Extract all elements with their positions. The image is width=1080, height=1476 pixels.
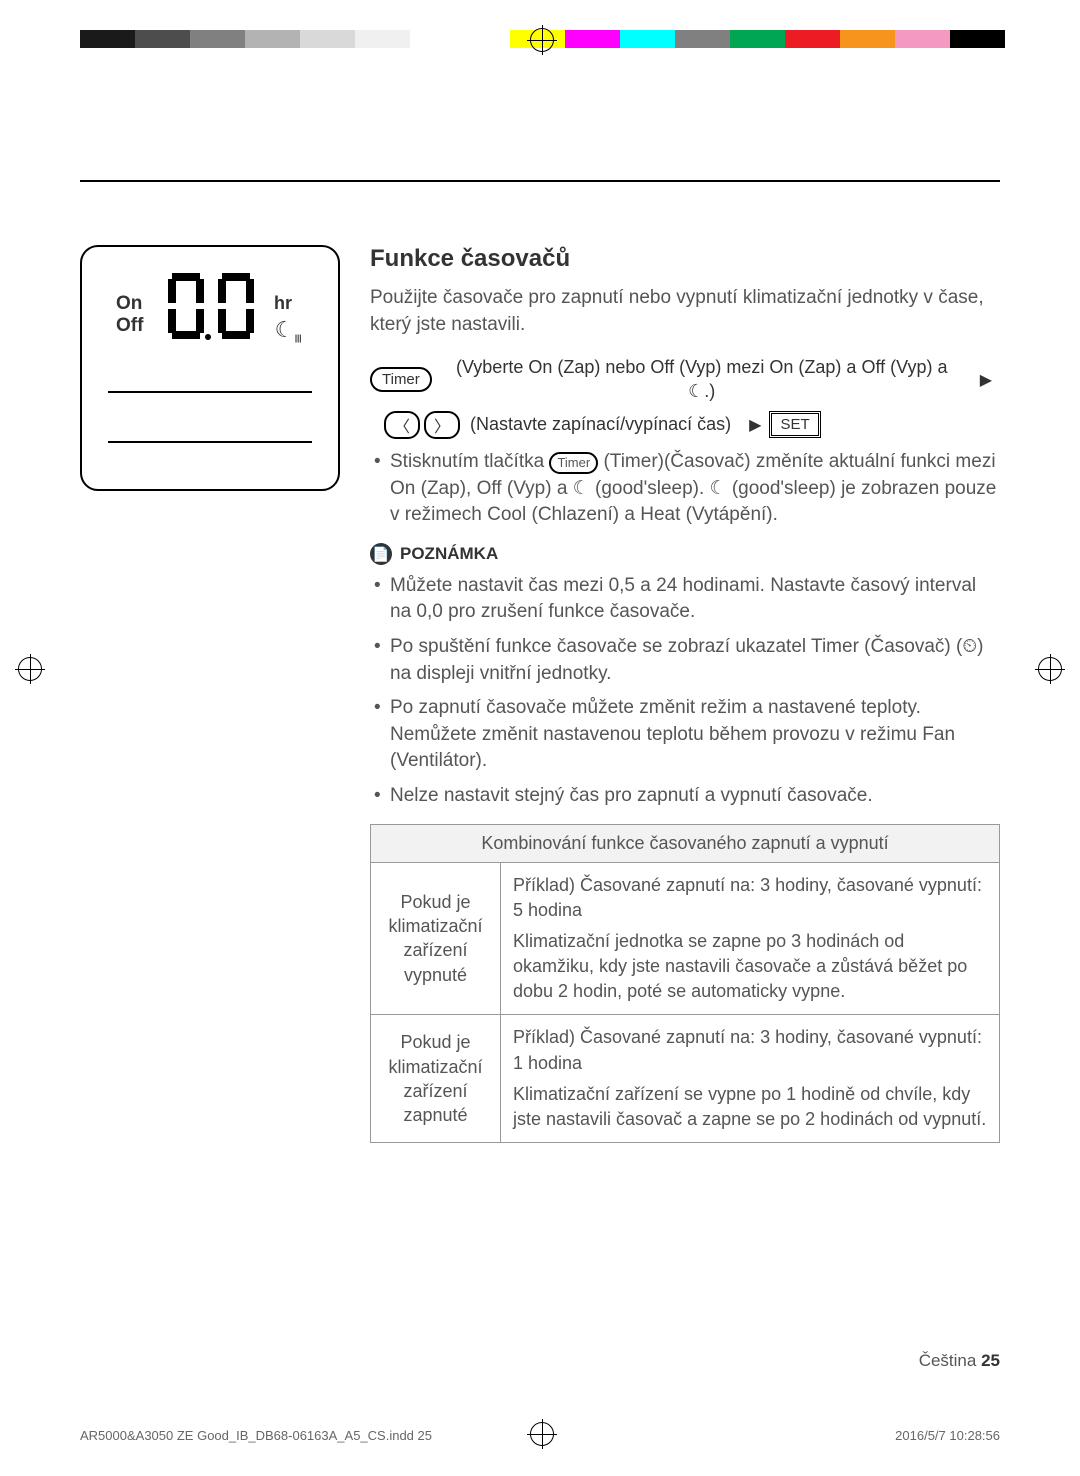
timer-button-icon: Timer [370, 367, 432, 392]
note-label: POZNÁMKA [400, 544, 498, 564]
step2-text: (Nastavte zapínací/vypínací čas) [470, 413, 731, 436]
language-label: Čeština [919, 1351, 977, 1370]
print-color-bars-left [80, 30, 410, 48]
remote-digits [166, 271, 262, 343]
table-cell-example: Příklad) Časované zapnutí na: 3 hodiny, … [501, 1015, 999, 1142]
remote-hr-label: hr [274, 293, 292, 314]
arrow-right-icon: ▶ [749, 415, 761, 435]
combination-table: Kombinování funkce časovaného zapnutí a … [370, 824, 1000, 1144]
arrow-right-icon: ▶ [980, 370, 992, 390]
print-metadata: AR5000&A3050 ZE Good_IB_DB68-06163A_A5_C… [80, 1428, 1000, 1443]
good-sleep-icon: ☾Ⅲ [275, 317, 302, 345]
registration-mark-left [18, 657, 42, 681]
remote-off-label: Off [116, 315, 143, 337]
note-item: Po spuštění funkce časovače se zobrazí u… [370, 634, 1000, 687]
table-cell-condition: Pokud je klimatizační zařízení zapnuté [371, 1015, 501, 1142]
note-item: Nelze nastavit stejný čas pro zapnutí a … [370, 783, 1000, 810]
note-item: Po zapnutí časovače můžete změnit režim … [370, 695, 1000, 775]
header-rule [80, 180, 1000, 182]
timer-button-icon: Timer [549, 452, 598, 474]
note-item: Můžete nastavit čas mezi 0,5 a 24 hodina… [370, 573, 1000, 626]
file-name: AR5000&A3050 ZE Good_IB_DB68-06163A_A5_C… [80, 1428, 432, 1443]
print-color-bars-right [510, 30, 1005, 48]
table-header: Kombinování funkce časovaného zapnutí a … [371, 825, 999, 863]
intro-text: Použijte časovače pro zapnutí nebo vypnu… [370, 285, 1000, 338]
registration-mark-right [1038, 657, 1062, 681]
instruction-step-2: 〈 〉 (Nastavte zapínací/vypínací čas) ▶ S… [370, 411, 1000, 439]
table-cell-example: Příklad) Časované zapnutí na: 3 hodiny, … [501, 863, 999, 1015]
arrow-right-button-icon: 〉 [424, 411, 460, 439]
remote-on-label: On [116, 293, 143, 315]
remote-display-diagram: On Off hr ☾Ⅲ [80, 245, 340, 491]
table-row: Pokud je klimatizační zařízení zapnuté P… [371, 1015, 999, 1142]
registration-mark-top [530, 28, 554, 52]
note-icon: 📄 [370, 543, 392, 565]
step1-text: (Vyberte On (Zap) nebo Off (Vyp) mezi On… [442, 356, 962, 403]
set-button-icon: SET [769, 411, 820, 438]
page-number: 25 [981, 1351, 1000, 1370]
instruction-bullet: Stisknutím tlačítka Timer (Timer)(Časova… [370, 449, 1000, 529]
note-header: 📄 POZNÁMKA [370, 543, 1000, 565]
section-title: Funkce časovačů [370, 245, 1000, 273]
print-date: 2016/5/7 10:28:56 [895, 1428, 1000, 1443]
arrow-left-button-icon: 〈 [384, 411, 420, 439]
page-footer: Čeština 25 [919, 1351, 1000, 1371]
instruction-step-1: Timer (Vyberte On (Zap) nebo Off (Vyp) m… [370, 356, 1000, 403]
table-row: Pokud je klimatizační zařízení vypnuté P… [371, 863, 999, 1016]
table-cell-condition: Pokud je klimatizační zařízení vypnuté [371, 863, 501, 1015]
